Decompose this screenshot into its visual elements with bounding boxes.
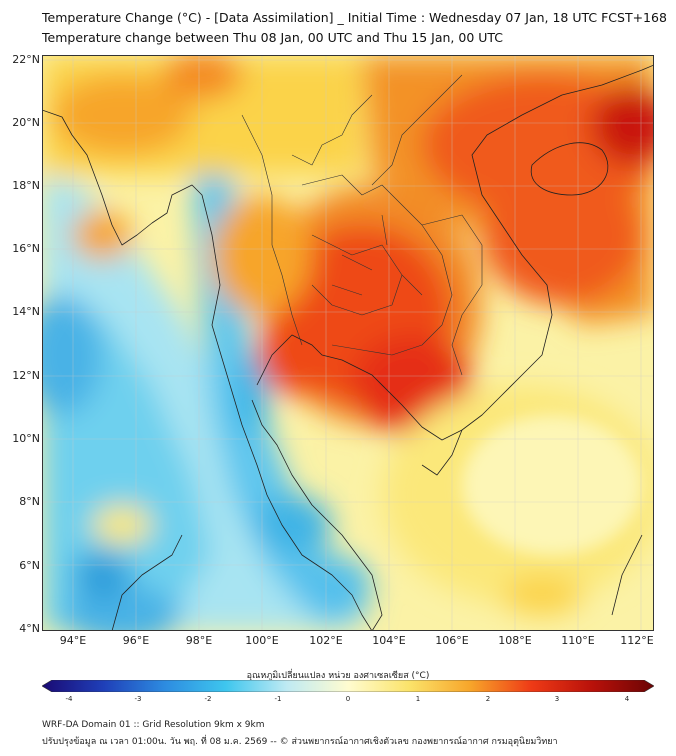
colorbar-tick: 3 bbox=[554, 695, 560, 703]
lat-label-16n: 16°N bbox=[12, 242, 40, 255]
lat-label-14n: 14°N bbox=[12, 305, 40, 318]
footer-update-info: ปรับปรุงข้อมูล ณ เวลา 01:00น. วัน พฤ. ที… bbox=[42, 737, 558, 747]
colorbar-tick: -4 bbox=[65, 695, 73, 703]
lon-label-96e: 96°E bbox=[122, 634, 150, 647]
colorbar-tick: -2 bbox=[204, 695, 212, 703]
lon-label-110e: 110°E bbox=[561, 634, 595, 647]
lon-label-94e: 94°E bbox=[59, 634, 87, 647]
lat-label-8n: 8°N bbox=[19, 495, 40, 508]
lon-label-104e: 104°E bbox=[372, 634, 406, 647]
colorbar-tick: -3 bbox=[134, 695, 142, 703]
colorbar-tick: 0 bbox=[345, 695, 351, 703]
map-title-line2: Temperature change between Thu 08 Jan, 0… bbox=[42, 30, 504, 45]
colorbar-tick: -1 bbox=[274, 695, 282, 703]
lon-label-106e: 106°E bbox=[435, 634, 469, 647]
lon-label-108e: 108°E bbox=[498, 634, 532, 647]
lat-label-10n: 10°N bbox=[12, 432, 40, 445]
lat-label-22n: 22°N bbox=[12, 53, 40, 66]
lat-label-4n: 4°N bbox=[19, 622, 40, 635]
map-title-line1: Temperature Change (°C) - [Data Assimila… bbox=[42, 10, 667, 25]
colorbar-title: อุณหภูมิเปลี่ยนแปลง หน่วย องศาเซลเซียส (… bbox=[246, 671, 430, 681]
lat-label-6n: 6°N bbox=[19, 559, 40, 572]
lon-label-98e: 98°E bbox=[185, 634, 213, 647]
lon-label-100e: 100°E bbox=[245, 634, 279, 647]
colorbar bbox=[42, 680, 654, 692]
colorbar-tick: 2 bbox=[485, 695, 491, 703]
lat-label-18n: 18°N bbox=[12, 179, 40, 192]
lat-label-20n: 20°N bbox=[12, 116, 40, 129]
footer-model-info: WRF-DA Domain 01 :: Grid Resolution 9km … bbox=[42, 720, 265, 730]
lon-label-102e: 102°E bbox=[309, 634, 343, 647]
colorbar-tick: 1 bbox=[415, 695, 421, 703]
lon-label-112e: 112°E bbox=[620, 634, 654, 647]
temperature-change-map bbox=[42, 55, 654, 631]
colorbar-tick: 4 bbox=[624, 695, 630, 703]
lat-label-12n: 12°N bbox=[12, 369, 40, 382]
